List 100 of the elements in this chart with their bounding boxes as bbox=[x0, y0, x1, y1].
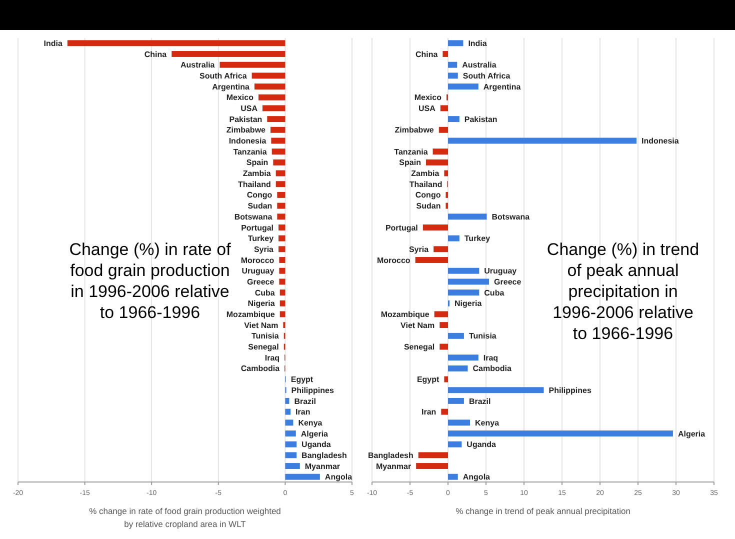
y-tick-label: Cambodia bbox=[240, 364, 280, 374]
bar bbox=[444, 170, 448, 176]
y-tick-label: Kenya bbox=[475, 418, 500, 428]
bar bbox=[277, 214, 286, 220]
bar bbox=[448, 116, 460, 122]
y-tick-label: Congo bbox=[415, 190, 441, 200]
y-tick-label: Tanzania bbox=[233, 147, 268, 156]
y-tick-label: Tanzania bbox=[394, 147, 428, 156]
bar bbox=[270, 126, 286, 133]
bar bbox=[280, 300, 286, 306]
bar bbox=[442, 51, 448, 57]
bar bbox=[278, 235, 286, 242]
y-tick-label: Bangladesh bbox=[368, 450, 414, 460]
bar bbox=[448, 72, 458, 79]
y-tick-label: Kenya bbox=[298, 418, 323, 428]
bar bbox=[448, 420, 470, 426]
bar bbox=[276, 181, 286, 188]
bar bbox=[448, 290, 480, 296]
y-tick-label: Morocco bbox=[376, 256, 410, 265]
y-tick-label: Morocco bbox=[240, 256, 274, 265]
bar bbox=[280, 311, 286, 318]
y-tick-label: Portugal bbox=[241, 223, 274, 232]
bar bbox=[438, 126, 448, 133]
y-tick-label: South Africa bbox=[462, 71, 511, 80]
y-tick-label: Botswana bbox=[492, 212, 530, 222]
y-tick-label: Iraq bbox=[264, 353, 280, 362]
y-tick-label: Argentina bbox=[212, 82, 250, 92]
y-tick-label: USA bbox=[240, 104, 258, 114]
y-tick-label: Zambia bbox=[242, 169, 272, 178]
bar bbox=[448, 387, 544, 394]
y-tick-label: Spain bbox=[246, 158, 268, 168]
bar bbox=[448, 268, 480, 274]
bar bbox=[285, 474, 320, 480]
bar bbox=[434, 311, 448, 318]
y-tick-label: Nigeria bbox=[454, 299, 482, 308]
bar bbox=[440, 322, 448, 328]
y-tick-label: Sudan bbox=[416, 202, 441, 211]
y-tick-label: Sudan bbox=[248, 202, 272, 211]
bar bbox=[416, 463, 448, 469]
bar bbox=[448, 84, 478, 90]
y-tick-label: Australia bbox=[462, 60, 497, 70]
y-tick-label: Indonesia bbox=[641, 136, 680, 146]
bar bbox=[432, 148, 448, 155]
y-tick-label: Nigeria bbox=[248, 299, 276, 308]
bar bbox=[262, 105, 286, 112]
y-tick-label: Greece bbox=[247, 277, 275, 286]
y-tick-label: Myanmar bbox=[304, 462, 340, 471]
y-tick-label: Myanmar bbox=[376, 462, 412, 471]
y-tick-label: Philippines bbox=[548, 386, 592, 395]
y-tick-label: China bbox=[415, 50, 438, 59]
bar bbox=[280, 290, 286, 296]
bar bbox=[277, 192, 286, 198]
y-tick-label: India bbox=[44, 38, 63, 48]
y-tick-label: Tunisia bbox=[468, 332, 497, 341]
x-axis-title: % change in trend of peak annual precipitation bbox=[456, 506, 631, 516]
y-tick-label: Congo bbox=[246, 190, 272, 200]
y-tick-label: Iraq bbox=[483, 353, 498, 362]
bar bbox=[448, 138, 636, 144]
bar bbox=[448, 214, 487, 220]
y-tick-label: Spain bbox=[399, 158, 422, 168]
y-tick-label: Thailand bbox=[238, 180, 271, 189]
y-tick-label: Zambia bbox=[411, 169, 440, 178]
y-tick-label: Turkey bbox=[248, 234, 274, 244]
bar bbox=[441, 408, 448, 415]
y-tick-label: Mexico bbox=[226, 93, 254, 102]
y-tick-label: Brazil bbox=[468, 396, 491, 406]
y-tick-label: Uganda bbox=[302, 440, 332, 450]
bar bbox=[67, 40, 286, 46]
bar bbox=[285, 441, 297, 448]
y-tick-label: Australia bbox=[180, 60, 216, 70]
y-tick-label: Senegal bbox=[404, 342, 435, 352]
y-tick-label: Greece bbox=[494, 277, 522, 286]
y-tick-label: Uruguay bbox=[242, 266, 275, 276]
bar bbox=[448, 278, 490, 285]
bar bbox=[278, 246, 286, 252]
bar bbox=[285, 452, 297, 458]
y-tick-label: Mozambique bbox=[226, 310, 276, 320]
bar bbox=[285, 408, 291, 415]
bar bbox=[426, 159, 448, 166]
bar bbox=[448, 430, 673, 436]
bar bbox=[448, 365, 468, 372]
bar bbox=[273, 159, 286, 166]
y-tick-label: Cuba bbox=[484, 288, 505, 298]
y-tick-label: India bbox=[468, 38, 488, 48]
y-tick-label: Viet Nam bbox=[244, 320, 278, 330]
bar bbox=[448, 235, 460, 242]
y-tick-label: Philippines bbox=[291, 386, 334, 395]
y-tick-label: Cuba bbox=[254, 288, 276, 298]
y-tick-label: Brazil bbox=[294, 396, 316, 406]
bar bbox=[448, 354, 478, 361]
y-tick-label: Angola bbox=[324, 472, 353, 482]
bar bbox=[278, 224, 286, 230]
y-tick-label: Indonesia bbox=[228, 136, 267, 146]
y-tick-label: Thailand bbox=[409, 180, 442, 189]
y-tick-label: China bbox=[144, 50, 168, 59]
bar bbox=[279, 268, 286, 274]
y-tick-label: Uruguay bbox=[484, 266, 518, 276]
y-tick-label: Egypt bbox=[290, 375, 314, 384]
bar bbox=[285, 463, 300, 469]
y-tick-label: Viet Nam bbox=[400, 320, 435, 330]
